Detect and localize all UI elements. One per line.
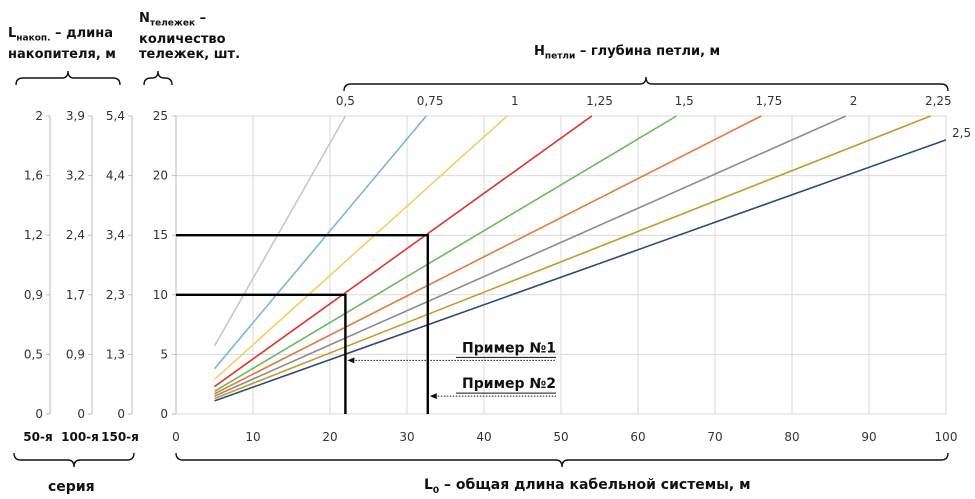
series-lines: 2,5 [213,115,971,402]
series-line-1.75 [214,115,762,395]
secondary-tick-label: 1,2 [24,228,43,242]
series-line-1 [213,115,508,381]
series-line-0.75 [213,115,427,370]
h-tick-label: 1,5 [675,94,694,108]
x-tick-label: 90 [861,430,876,444]
example-path-1 [176,293,347,414]
series-line-0.5 [213,115,347,347]
x-tick-label: 40 [476,430,491,444]
secondary-tick-label: 0 [77,407,85,421]
secondary-tick-label: 1,6 [24,169,43,183]
series-name: 100-я [61,430,99,444]
l0-axis-title: L0 – общая длина кабельной системы, м [424,477,751,496]
h-tick-label: 2 [850,94,858,108]
y-tick-label: 5 [160,347,168,361]
series-line-2.25 [214,115,931,400]
series-line-2 [214,115,847,397]
secondary-tick-label: 0,9 [24,288,43,302]
secondary-tick-label: 0 [35,407,43,421]
grid [175,115,947,415]
h-tick-label: 1,25 [586,94,613,108]
h-tick-label: 0,75 [417,94,444,108]
x-tick-label: 20 [322,430,337,444]
secondary-tick-label: 2 [35,109,43,123]
secondary-axes: 0 0,5 0,9 1,2 1,6 2 50-я 0 0,9 1,7 2,4 3,2 3,9 100-я 0… [23,109,139,444]
y-tick-label: 10 [153,288,168,302]
series-line-1.5 [214,115,677,393]
secondary-tick-label: 0 [117,407,125,421]
example-arrow [347,357,355,364]
h-loop-brace [343,76,949,92]
series-label: серия [48,479,95,495]
y-tick-label: 20 [153,169,168,183]
x-tick-label: 50 [553,430,568,444]
series-name: 150-я [101,430,139,444]
x-tick-label: 30 [399,430,414,444]
secondary-tick-label: 1,7 [66,288,85,302]
secondary-tick-label: 1,3 [106,347,125,361]
series-brace [13,452,135,468]
braces [13,70,949,468]
y-tick-label: 25 [153,109,168,123]
h-tick-label: 2,25 [925,94,952,108]
example-arrow [429,393,437,400]
h-axis: 0,5 0,75 1 1,25 1,5 1,75 2 2,25 [336,94,952,108]
l-nakop-brace [15,70,121,86]
x-tick-label: 0 [172,430,180,444]
h-tick-label: 1 [511,94,519,108]
series-line-1.25 [214,115,593,388]
example-path-2 [176,233,429,414]
n-tel-header: Nтележек – количество тележек, шт. [139,11,241,62]
h-tick-label: 1,75 [756,94,783,108]
series-line-2.5 [214,139,947,402]
x-tick-label: 10 [245,430,260,444]
secondary-tick-label: 2,4 [66,228,85,242]
x-tick-label: 100 [935,430,958,444]
x-axis: 0 10 20 30 40 50 60 70 80 90 100 [172,430,957,444]
h-tick-label: 0,5 [336,94,355,108]
secondary-tick-label: 5,4 [106,109,125,123]
secondary-tick-label: 3,4 [106,228,125,242]
x-tick-label: 60 [630,430,645,444]
l0-brace [175,452,949,468]
end-label: 2,5 [952,126,971,140]
y-axis: 0 5 10 15 20 25 [153,109,177,421]
secondary-tick-label: 0,9 [66,347,85,361]
example-label: Пример №2 [462,376,556,392]
h-loop-header: Hпетли – глубина петли, м [534,44,721,62]
x-tick-label: 80 [784,430,799,444]
l-nakop-header: Lнакоп. – длина накопителя, м [8,26,116,62]
series-name: 50-я [23,430,52,444]
secondary-tick-label: 2,3 [106,288,125,302]
x-tick-label: 70 [707,430,722,444]
y-tick-label: 0 [160,407,168,421]
y-tick-label: 15 [153,228,168,242]
n-tel-brace [143,70,173,86]
example-label: Пример №1 [462,340,556,356]
secondary-tick-label: 4,4 [106,169,125,183]
secondary-tick-label: 3,2 [66,169,85,183]
examples: Пример №1 Пример №2 [176,233,556,414]
secondary-tick-label: 3,9 [66,109,85,123]
secondary-tick-label: 0,5 [24,347,43,361]
